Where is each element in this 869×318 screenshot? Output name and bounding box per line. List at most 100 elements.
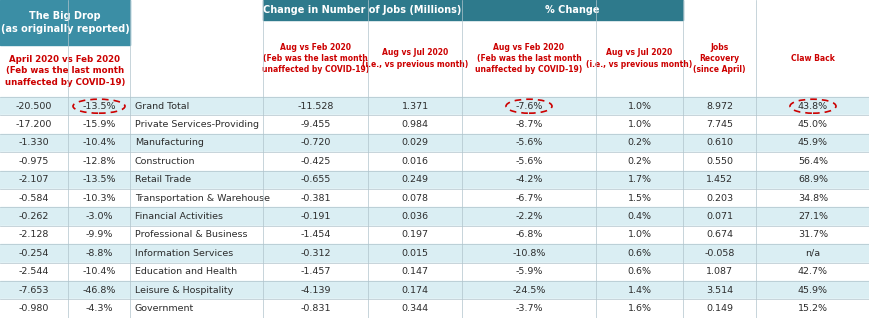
Text: 0.036: 0.036: [401, 212, 428, 221]
Text: 0.147: 0.147: [401, 267, 428, 276]
Bar: [0, 263, 869, 281]
Text: -24.5%: -24.5%: [512, 286, 545, 295]
Text: -9.9%: -9.9%: [85, 231, 113, 239]
Text: 45.9%: 45.9%: [797, 286, 827, 295]
Text: Aug vs Feb 2020
(Feb was the last month
unaffected by COVID-19): Aug vs Feb 2020 (Feb was the last month …: [262, 43, 368, 74]
Text: -10.8%: -10.8%: [512, 249, 545, 258]
Text: -5.9%: -5.9%: [514, 267, 542, 276]
Text: -10.4%: -10.4%: [83, 267, 116, 276]
Text: -0.831: -0.831: [300, 304, 330, 313]
Text: 43.8%: 43.8%: [797, 102, 827, 111]
Text: -17.200: -17.200: [16, 120, 52, 129]
Text: 0.674: 0.674: [705, 231, 733, 239]
Text: -0.312: -0.312: [300, 249, 330, 258]
Text: Private Services-Providing: Private Services-Providing: [135, 120, 259, 129]
Text: Aug vs Jul 2020
(i.e., vs previous month): Aug vs Jul 2020 (i.e., vs previous month…: [362, 48, 468, 69]
Text: 0.149: 0.149: [705, 304, 733, 313]
Text: -3.0%: -3.0%: [85, 212, 113, 221]
Text: 0.071: 0.071: [705, 212, 733, 221]
Text: -13.5%: -13.5%: [83, 102, 116, 111]
Text: 1.5%: 1.5%: [627, 194, 651, 203]
Text: -13.5%: -13.5%: [83, 175, 116, 184]
Text: Claw Back: Claw Back: [790, 54, 834, 63]
Text: n/a: n/a: [805, 249, 819, 258]
Text: -20.500: -20.500: [16, 102, 52, 111]
Bar: [461, 0, 682, 20]
Text: -0.254: -0.254: [19, 249, 50, 258]
Text: 0.6%: 0.6%: [627, 267, 651, 276]
Bar: [0, 152, 869, 170]
Text: -0.975: -0.975: [19, 157, 50, 166]
Bar: [0, 244, 869, 263]
Text: -11.528: -11.528: [297, 102, 334, 111]
Text: -0.980: -0.980: [19, 304, 50, 313]
Text: -2.544: -2.544: [19, 267, 50, 276]
Bar: [0, 226, 869, 244]
Text: 0.2%: 0.2%: [627, 139, 651, 148]
Text: 0.078: 0.078: [401, 194, 428, 203]
Text: -10.3%: -10.3%: [83, 194, 116, 203]
Text: -12.8%: -12.8%: [83, 157, 116, 166]
Text: The Big Drop
(as originally reported): The Big Drop (as originally reported): [1, 11, 129, 34]
Text: 0.344: 0.344: [401, 304, 428, 313]
Bar: [0, 189, 869, 207]
Bar: [0, 134, 869, 152]
Text: 1.371: 1.371: [401, 102, 428, 111]
Text: -4.139: -4.139: [300, 286, 330, 295]
Text: -2.2%: -2.2%: [514, 212, 542, 221]
Text: Government: Government: [135, 304, 194, 313]
Text: Aug vs Jul 2020
(i.e., vs previous month): Aug vs Jul 2020 (i.e., vs previous month…: [586, 48, 692, 69]
Text: Grand Total: Grand Total: [135, 102, 189, 111]
Text: 0.174: 0.174: [401, 286, 428, 295]
Text: 0.015: 0.015: [401, 249, 428, 258]
Text: -0.655: -0.655: [300, 175, 330, 184]
Text: -5.6%: -5.6%: [514, 139, 542, 148]
Text: Leisure & Hospitality: Leisure & Hospitality: [135, 286, 233, 295]
Text: 0.249: 0.249: [401, 175, 428, 184]
Text: -6.8%: -6.8%: [514, 231, 542, 239]
Text: -0.058: -0.058: [704, 249, 733, 258]
Text: 68.9%: 68.9%: [797, 175, 827, 184]
Text: Jobs
Recovery
(since April): Jobs Recovery (since April): [693, 43, 745, 74]
Text: 0.2%: 0.2%: [627, 157, 651, 166]
Text: Education and Health: Education and Health: [135, 267, 237, 276]
Text: -0.381: -0.381: [300, 194, 330, 203]
Text: -3.7%: -3.7%: [514, 304, 542, 313]
Text: 42.7%: 42.7%: [797, 267, 827, 276]
Text: 8.972: 8.972: [705, 102, 733, 111]
Bar: [0, 0, 129, 45]
Text: 3.514: 3.514: [705, 286, 733, 295]
Text: 1.452: 1.452: [705, 175, 733, 184]
Text: Information Services: Information Services: [135, 249, 233, 258]
Text: 0.203: 0.203: [705, 194, 733, 203]
Text: Change in Number of Jobs (Millions): Change in Number of Jobs (Millions): [263, 5, 461, 15]
Bar: [0, 97, 869, 115]
Text: Construction: Construction: [135, 157, 196, 166]
Text: 0.610: 0.610: [705, 139, 733, 148]
Text: 1.0%: 1.0%: [627, 120, 651, 129]
Text: -1.457: -1.457: [300, 267, 330, 276]
Text: -6.7%: -6.7%: [514, 194, 542, 203]
Text: 1.0%: 1.0%: [627, 102, 651, 111]
Text: -1.454: -1.454: [300, 231, 330, 239]
Text: -15.9%: -15.9%: [83, 120, 116, 129]
Text: -0.191: -0.191: [300, 212, 330, 221]
Text: -2.107: -2.107: [19, 175, 50, 184]
Text: -1.330: -1.330: [18, 139, 50, 148]
Text: 0.029: 0.029: [401, 139, 428, 148]
Text: -10.4%: -10.4%: [83, 139, 116, 148]
Text: 0.550: 0.550: [705, 157, 733, 166]
Text: 34.8%: 34.8%: [797, 194, 827, 203]
Text: 1.7%: 1.7%: [627, 175, 651, 184]
Bar: [0, 170, 869, 189]
Text: 1.6%: 1.6%: [627, 304, 651, 313]
Text: 31.7%: 31.7%: [797, 231, 827, 239]
Text: -9.455: -9.455: [300, 120, 330, 129]
Text: 0.984: 0.984: [401, 120, 428, 129]
Text: Manufacturing: Manufacturing: [135, 139, 203, 148]
Text: 0.6%: 0.6%: [627, 249, 651, 258]
Text: 15.2%: 15.2%: [797, 304, 827, 313]
Bar: [0, 300, 869, 318]
Text: -4.2%: -4.2%: [514, 175, 542, 184]
Text: 0.197: 0.197: [401, 231, 428, 239]
